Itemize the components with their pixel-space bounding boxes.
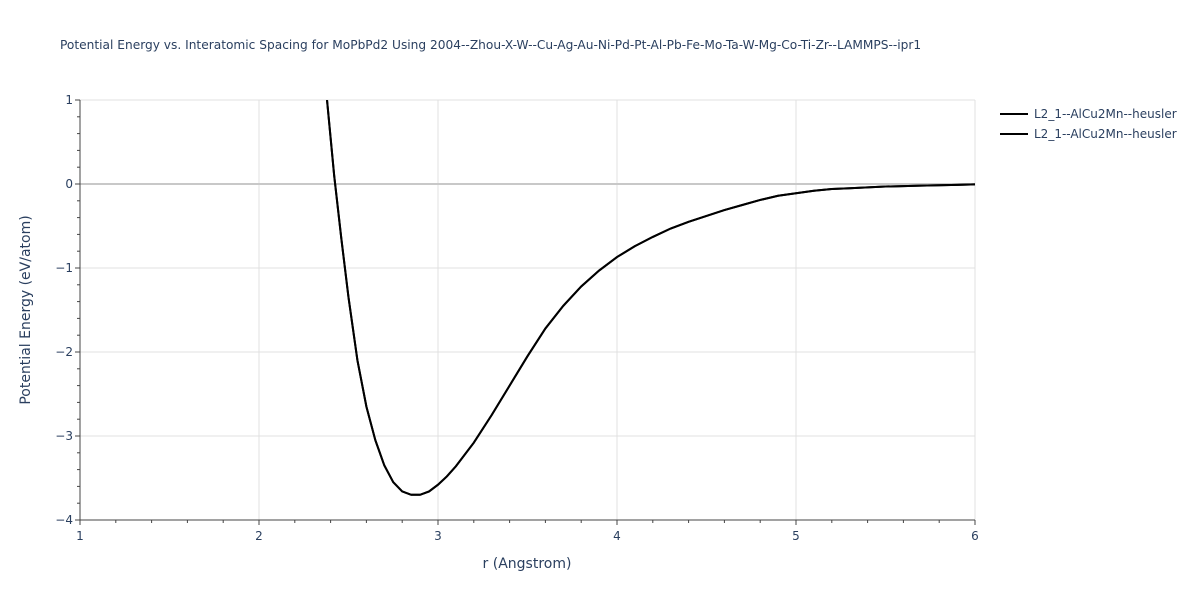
x-tick-label: 3: [434, 529, 442, 543]
x-tick-label: 1: [76, 529, 84, 543]
x-axis-title: r (Angstrom): [483, 556, 572, 572]
y-tick-label: −4: [55, 513, 73, 527]
legend-label: L2_1--AlCu2Mn--heusler: [1034, 127, 1177, 141]
y-tick-label: −3: [55, 429, 73, 443]
x-tick-label: 4: [613, 529, 621, 543]
axes-layer: 1 2 3 4 5 6 −4 −3 −2 −1 0 1: [55, 93, 979, 543]
y-tick-label: 0: [65, 177, 73, 191]
y-tick-label: −1: [55, 261, 73, 275]
legend-item-2[interactable]: L2_1--AlCu2Mn--heusler: [1000, 127, 1177, 141]
grid-layer: [80, 99, 976, 520]
x-tick-label: 6: [971, 529, 979, 543]
legend-item-1[interactable]: L2_1--AlCu2Mn--heusler: [1000, 107, 1177, 121]
y-tick-label: 1: [65, 93, 73, 107]
series-line-2: [326, 100, 975, 496]
legend[interactable]: L2_1--AlCu2Mn--heusler L2_1--AlCu2Mn--heu…: [1000, 107, 1177, 141]
y-axis-title: Potential Energy (eV/atom): [18, 215, 34, 404]
chart-title: Potential Energy vs. Interatomic Spacing…: [60, 38, 922, 52]
legend-label: L2_1--AlCu2Mn--heusler: [1034, 107, 1177, 121]
x-tick-label: 2: [255, 529, 263, 543]
series-layer: [326, 100, 975, 496]
x-tick-label: 5: [792, 529, 800, 543]
y-tick-label: −2: [55, 345, 73, 359]
